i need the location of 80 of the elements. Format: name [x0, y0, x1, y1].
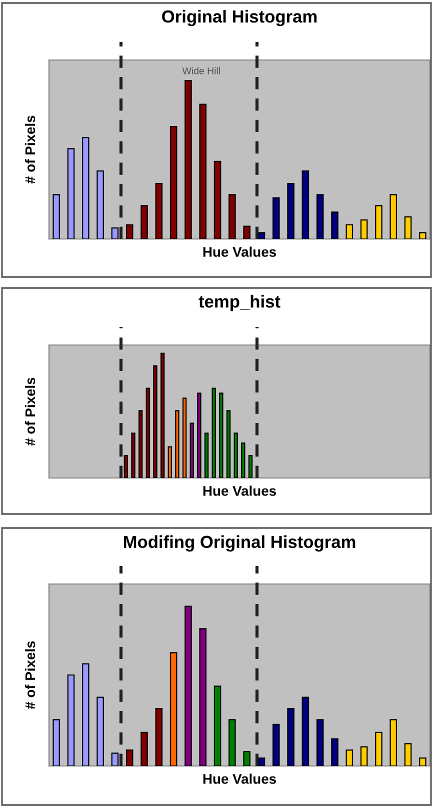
- bar: [155, 183, 163, 239]
- bar: [316, 719, 324, 766]
- bar: [375, 732, 382, 766]
- bar: [258, 757, 266, 766]
- bar: [258, 232, 266, 239]
- bar: [126, 224, 134, 239]
- bar: [131, 432, 136, 478]
- bar: [140, 205, 148, 239]
- bar: [184, 80, 192, 239]
- bar: [111, 227, 119, 239]
- bar: [228, 719, 236, 766]
- bar: [243, 751, 250, 766]
- text: Wide Hill: [182, 67, 220, 74]
- bar: [96, 696, 104, 766]
- bar: [52, 719, 60, 766]
- bar: [214, 160, 222, 239]
- bar: [82, 663, 90, 766]
- bar: [243, 226, 250, 239]
- bar: [241, 442, 246, 478]
- bar: [212, 388, 216, 478]
- bar: [404, 743, 412, 766]
- bar: [184, 606, 192, 766]
- bar: [214, 686, 222, 766]
- bar: [331, 212, 338, 239]
- bar: [228, 194, 236, 239]
- bar: [170, 652, 178, 766]
- chart-title: Original Histogram: [162, 10, 317, 26]
- bar: [199, 104, 206, 239]
- bar: [287, 708, 294, 766]
- bar: [331, 738, 338, 766]
- bar: [182, 398, 187, 478]
- bar: [146, 388, 150, 478]
- bar: [124, 455, 128, 478]
- y-axis-title: # of Pixels: [24, 641, 36, 710]
- bar: [170, 126, 178, 239]
- bar: [52, 194, 60, 239]
- chart-title: temp_hist: [198, 294, 280, 312]
- bar: [287, 183, 294, 239]
- x-axis-title: Hue Values: [203, 486, 276, 496]
- bar: [67, 674, 75, 766]
- bar: [126, 749, 134, 766]
- chart-title: Modifing Original Histogram: [124, 535, 356, 552]
- bar: [302, 170, 310, 239]
- bar: [390, 194, 397, 239]
- bar: [155, 708, 163, 766]
- bar: [234, 432, 238, 478]
- bar: [316, 194, 324, 239]
- bar: [390, 719, 397, 766]
- bar: [168, 446, 172, 478]
- bar: [272, 724, 280, 766]
- x-axis-title: Hue Values: [203, 246, 276, 257]
- bar: [82, 137, 90, 239]
- bar: [419, 757, 426, 766]
- bar: [419, 232, 426, 239]
- bar: [360, 746, 368, 766]
- bar: [67, 148, 75, 239]
- bar: [160, 352, 165, 478]
- bar: [197, 392, 202, 478]
- bar: [302, 696, 310, 766]
- y-axis-title: # of Pixels: [24, 116, 36, 184]
- bar: [204, 432, 209, 478]
- y-axis-title: # of Pixels: [24, 378, 36, 446]
- bar: [226, 410, 231, 478]
- bar: [272, 197, 280, 239]
- bar: [360, 219, 368, 239]
- bar: [96, 170, 104, 239]
- bar: [138, 410, 143, 478]
- bar: [140, 732, 148, 766]
- bar: [190, 422, 194, 478]
- bar: [175, 410, 180, 478]
- bar: [375, 205, 382, 239]
- x-axis-title: Hue Values: [203, 774, 276, 784]
- bar: [219, 392, 224, 478]
- bar: [111, 752, 119, 766]
- bar: [404, 216, 412, 239]
- bar: [248, 455, 253, 478]
- bar: [346, 749, 354, 766]
- bar: [199, 628, 206, 766]
- bar: [346, 224, 354, 239]
- bar: [153, 365, 158, 478]
